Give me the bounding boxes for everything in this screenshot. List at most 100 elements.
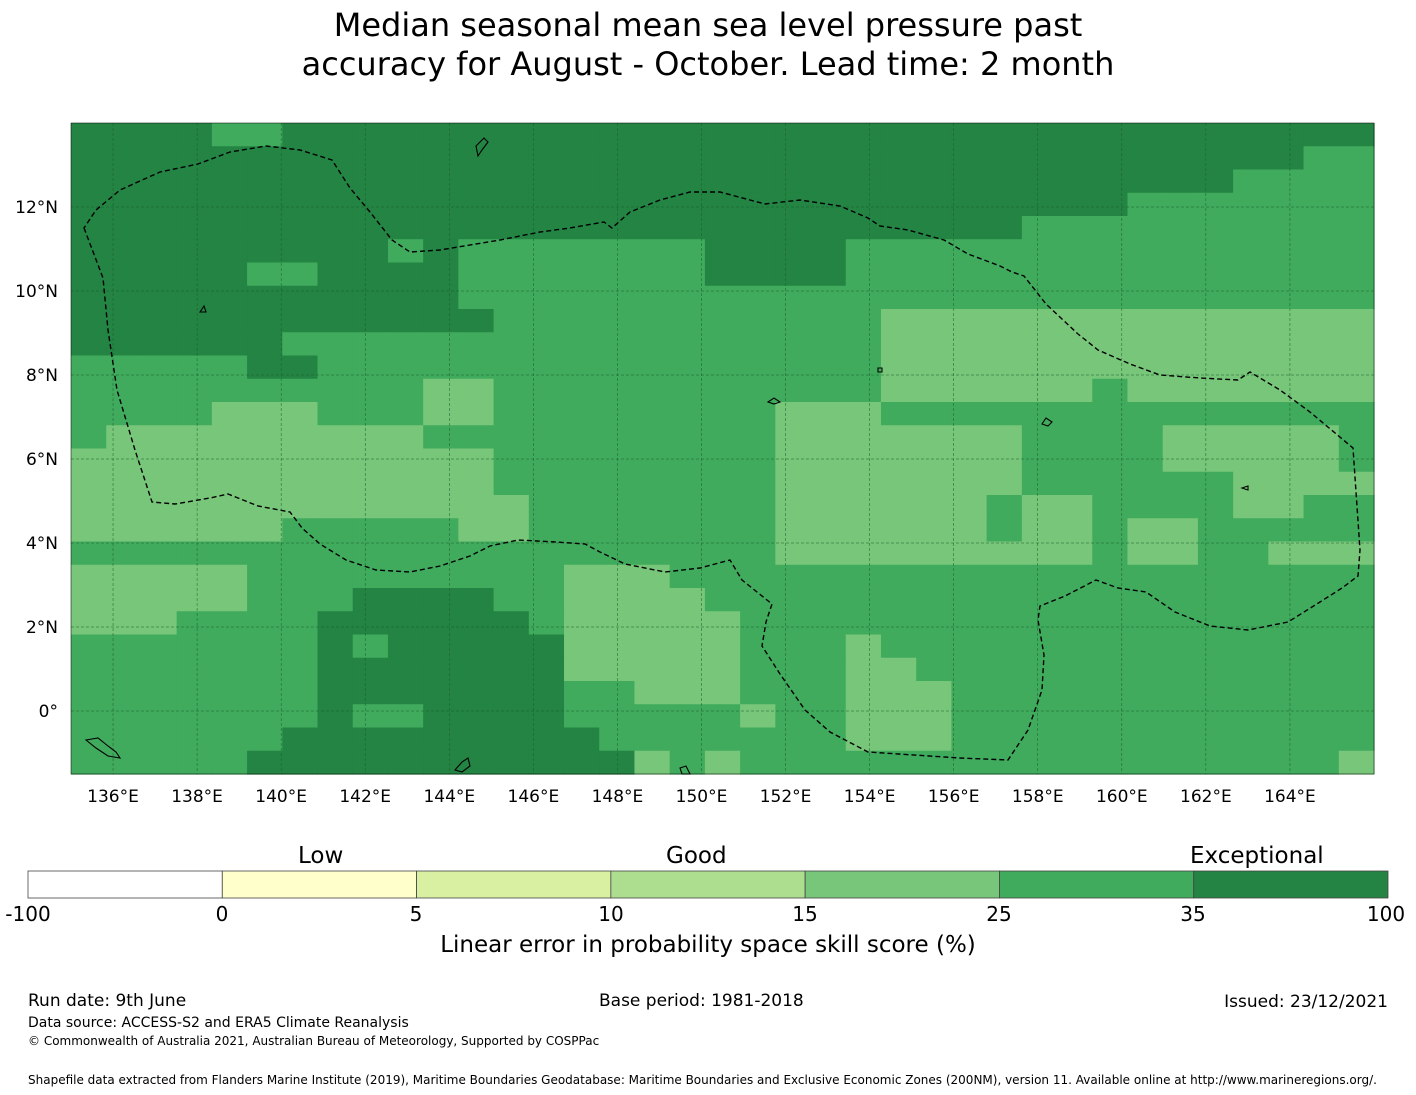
skill-cell — [141, 471, 178, 496]
skill-cell — [176, 564, 213, 589]
skill-cell — [1127, 541, 1164, 566]
skill-cell — [1338, 634, 1375, 659]
skill-cell — [1127, 634, 1164, 659]
skill-cell — [740, 123, 776, 147]
skill-cell — [387, 262, 424, 287]
skill-cell — [740, 588, 776, 612]
skill-cell — [71, 239, 107, 264]
skill-cell — [493, 355, 530, 380]
skill-cell — [1268, 355, 1305, 380]
skill-cell — [916, 657, 953, 682]
skill-cell — [176, 750, 213, 775]
skill-cell — [1021, 541, 1058, 566]
skill-cell — [352, 448, 389, 473]
skill-cell — [247, 704, 283, 729]
skill-cell — [599, 332, 636, 357]
skill-cell — [1021, 727, 1058, 752]
skill-cell — [387, 495, 424, 519]
skill-cell — [282, 402, 319, 426]
skill-cell — [1092, 681, 1129, 705]
skill-cell — [810, 518, 847, 543]
skill-cell — [1338, 657, 1375, 682]
skill-cell — [352, 495, 389, 519]
skill-cell — [458, 471, 495, 496]
latitude-label: 6°N — [26, 450, 58, 470]
skill-cell — [1303, 216, 1340, 240]
skill-cell — [141, 425, 178, 450]
skill-cell — [423, 518, 459, 543]
skill-cell — [387, 471, 424, 496]
skill-cell — [1233, 169, 1269, 194]
skill-cell — [211, 425, 248, 450]
skill-cell — [1127, 518, 1164, 543]
skill-cell — [1021, 495, 1058, 519]
skill-cell — [951, 704, 988, 729]
skill-cell — [880, 518, 917, 543]
skill-cell — [1338, 564, 1375, 589]
island-outline — [84, 737, 122, 759]
skill-cell — [458, 285, 495, 310]
island-outlines — [84, 137, 1249, 775]
skill-cell — [564, 285, 600, 310]
skill-cell — [810, 378, 847, 403]
skill-cell — [1057, 518, 1093, 543]
skill-cell — [1233, 471, 1269, 496]
skill-cell — [810, 123, 847, 147]
skill-cell — [1021, 309, 1058, 333]
skill-cell — [1162, 262, 1199, 287]
skill-cell — [1338, 332, 1375, 357]
skill-cell — [1338, 495, 1375, 519]
skill-cell — [247, 239, 283, 264]
skill-cell — [387, 355, 424, 380]
skill-cell — [1057, 216, 1093, 240]
skill-cell — [634, 262, 671, 287]
skill-cell — [211, 332, 248, 357]
data-source: Data source: ACCESS-S2 and ERA5 Climate … — [28, 1015, 409, 1031]
skill-cell — [317, 750, 354, 775]
skill-cell — [916, 425, 953, 450]
skill-cell — [810, 239, 847, 264]
skill-cell — [458, 564, 495, 589]
skill-cell — [493, 681, 530, 705]
skill-cell — [423, 309, 459, 333]
skill-cell — [669, 169, 706, 194]
skill-cell — [493, 332, 530, 357]
skill-cell — [1057, 169, 1093, 194]
skill-cell — [528, 123, 565, 147]
skill-cell — [176, 704, 213, 729]
skill-cell — [211, 657, 248, 682]
skill-cell — [247, 355, 283, 380]
skill-cell — [880, 541, 917, 566]
skill-cell — [704, 727, 741, 752]
skill-cell — [1338, 518, 1375, 543]
skill-cell — [528, 169, 565, 194]
skill-cell — [704, 123, 741, 147]
skill-cell — [282, 634, 319, 659]
skill-cell — [669, 657, 706, 682]
skill-cell — [106, 425, 143, 450]
skill-cell — [352, 425, 389, 450]
skill-cell — [211, 402, 248, 426]
skill-cell — [317, 309, 354, 333]
skill-cell — [951, 681, 988, 705]
skill-cell — [951, 355, 988, 380]
skill-cell — [669, 727, 706, 752]
skill-cell — [880, 355, 917, 380]
skill-cell — [458, 681, 495, 705]
skill-cell — [1268, 495, 1305, 519]
colorbar-segment — [221, 870, 417, 899]
skill-cell — [1162, 192, 1199, 217]
skill-cell — [704, 471, 741, 496]
skill-cell — [211, 192, 248, 217]
skill-cell — [810, 634, 847, 659]
skill-cell — [669, 239, 706, 264]
skill-cell — [775, 123, 812, 147]
skill-cell — [1162, 123, 1199, 147]
skill-cell — [141, 332, 178, 357]
skill-cell — [1057, 657, 1093, 682]
skill-cell — [317, 262, 354, 287]
skill-cell — [634, 216, 671, 240]
longitude-label: 136°E — [87, 787, 139, 807]
skill-cell — [528, 332, 565, 357]
skill-cell — [1021, 169, 1058, 194]
